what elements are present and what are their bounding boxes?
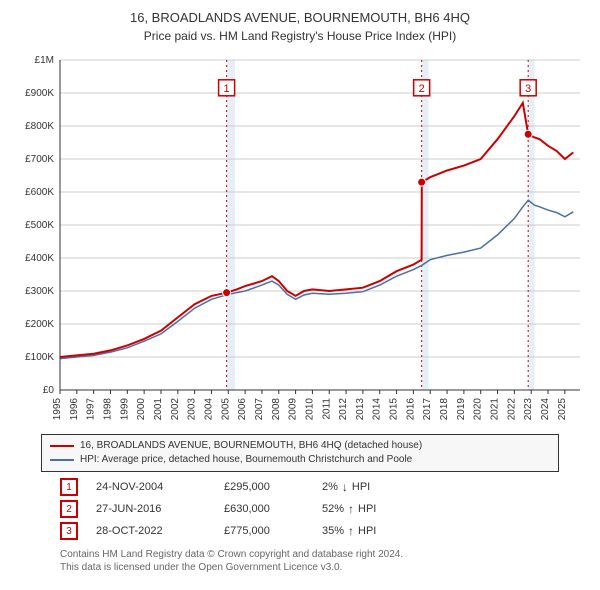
legend-label: 16, BROADLANDS AVENUE, BOURNEMOUTH, BH6 … — [80, 439, 422, 453]
svg-text:2003: 2003 — [187, 398, 198, 421]
chart-subtitle: Price paid vs. HM Land Registry's House … — [10, 29, 590, 45]
svg-text:2024: 2024 — [540, 398, 551, 421]
footnote-line1: Contains HM Land Registry data © Crown c… — [60, 549, 403, 560]
arrow-up-icon: ↑ — [348, 524, 354, 538]
legend-swatch — [50, 459, 74, 461]
svg-text:£300K: £300K — [25, 286, 54, 297]
svg-text:2004: 2004 — [203, 398, 214, 421]
transaction-row: 1 24-NOV-2004 £295,000 2%↓HPI — [10, 476, 590, 498]
legend-item: 16, BROADLANDS AVENUE, BOURNEMOUTH, BH6 … — [50, 439, 550, 453]
svg-text:1995: 1995 — [52, 398, 63, 421]
legend-item: HPI: Average price, detached house, Bour… — [50, 453, 550, 467]
svg-text:2002: 2002 — [170, 398, 181, 421]
svg-text:2009: 2009 — [288, 398, 299, 421]
svg-text:2015: 2015 — [389, 398, 400, 421]
svg-text:2021: 2021 — [490, 398, 501, 421]
svg-text:£800K: £800K — [25, 121, 54, 132]
page-root: { "header": { "title": "16, BROADLANDS A… — [0, 0, 600, 590]
chart-title: 16, BROADLANDS AVENUE, BOURNEMOUTH, BH6 … — [10, 10, 590, 27]
svg-text:2016: 2016 — [405, 398, 416, 421]
legend-swatch — [50, 445, 74, 447]
footnote-line2: This data is licensed under the Open Gov… — [60, 562, 342, 573]
transaction-list: 1 24-NOV-2004 £295,000 2%↓HPI 2 27-JUN-2016 £6… — [10, 476, 590, 542]
legend: 16, BROADLANDS AVENUE, BOURNEMOUTH, BH6 … — [41, 434, 559, 472]
svg-text:2023: 2023 — [523, 398, 534, 421]
svg-text:1996: 1996 — [69, 398, 80, 421]
svg-text:2019: 2019 — [456, 398, 467, 421]
svg-text:£200K: £200K — [25, 319, 54, 330]
footnote: Contains HM Land Registry data © Crown c… — [10, 542, 590, 574]
svg-text:3: 3 — [525, 83, 531, 95]
transaction-date: 28-OCT-2022 — [96, 525, 206, 537]
svg-text:2018: 2018 — [439, 398, 450, 421]
svg-text:2007: 2007 — [254, 398, 265, 421]
svg-text:£100K: £100K — [25, 352, 54, 363]
svg-text:2: 2 — [419, 83, 425, 95]
transaction-delta: 35%↑HPI — [322, 524, 422, 538]
transaction-marker: 1 — [60, 478, 78, 496]
transaction-delta: 2%↓HPI — [322, 480, 422, 494]
svg-text:1998: 1998 — [102, 398, 113, 421]
svg-text:2006: 2006 — [237, 398, 248, 421]
transaction-row: 3 28-OCT-2022 £775,000 35%↑HPI — [10, 520, 590, 542]
transaction-delta: 52%↑HPI — [322, 502, 422, 516]
legend-label: HPI: Average price, detached house, Bour… — [80, 453, 412, 467]
svg-text:1: 1 — [224, 83, 230, 95]
svg-text:2000: 2000 — [136, 398, 147, 421]
transaction-price: £775,000 — [224, 525, 304, 537]
svg-text:1999: 1999 — [119, 398, 130, 421]
svg-text:£600K: £600K — [25, 187, 54, 198]
svg-text:£500K: £500K — [25, 220, 54, 231]
svg-text:£1M: £1M — [35, 55, 54, 66]
svg-text:2014: 2014 — [372, 398, 383, 421]
svg-text:2020: 2020 — [473, 398, 484, 421]
svg-text:2010: 2010 — [304, 398, 315, 421]
svg-text:2008: 2008 — [271, 398, 282, 421]
transaction-date: 27-JUN-2016 — [96, 503, 206, 515]
transaction-date: 24-NOV-2004 — [96, 481, 206, 493]
transaction-row: 2 27-JUN-2016 £630,000 52%↑HPI — [10, 498, 590, 520]
svg-text:2001: 2001 — [153, 398, 164, 421]
line-chart: £0 £100K £200K £300K £400K £500K £600K £700K £80… — [10, 50, 590, 430]
chart-container: £0 £100K £200K £300K £400K £500K £600K £700K £80… — [10, 50, 590, 430]
svg-text:£700K: £700K — [25, 154, 54, 165]
svg-text:2025: 2025 — [557, 398, 568, 421]
arrow-down-icon: ↓ — [342, 480, 348, 494]
svg-text:1997: 1997 — [86, 398, 97, 421]
svg-text:£900K: £900K — [25, 88, 54, 99]
svg-text:£0: £0 — [43, 385, 55, 396]
transaction-marker: 2 — [60, 500, 78, 518]
transaction-marker: 3 — [60, 522, 78, 540]
transaction-price: £295,000 — [224, 481, 304, 493]
svg-text:£400K: £400K — [25, 253, 54, 264]
svg-text:2022: 2022 — [506, 398, 517, 421]
svg-text:2005: 2005 — [220, 398, 231, 421]
arrow-up-icon: ↑ — [348, 502, 354, 516]
svg-text:2011: 2011 — [321, 398, 332, 420]
svg-text:2017: 2017 — [422, 398, 433, 421]
svg-text:2013: 2013 — [355, 398, 366, 421]
transaction-price: £630,000 — [224, 503, 304, 515]
svg-text:2012: 2012 — [338, 398, 349, 421]
